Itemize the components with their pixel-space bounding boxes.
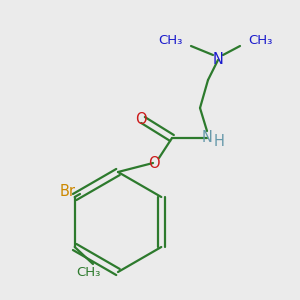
Text: Br: Br (60, 184, 76, 200)
Text: N: N (213, 52, 224, 68)
Text: CH₃: CH₃ (159, 34, 183, 46)
Text: O: O (148, 155, 160, 170)
Text: O: O (135, 112, 147, 127)
Text: CH₃: CH₃ (248, 34, 272, 46)
Text: N: N (202, 130, 212, 146)
Text: CH₃: CH₃ (76, 266, 100, 278)
Text: H: H (214, 134, 224, 148)
